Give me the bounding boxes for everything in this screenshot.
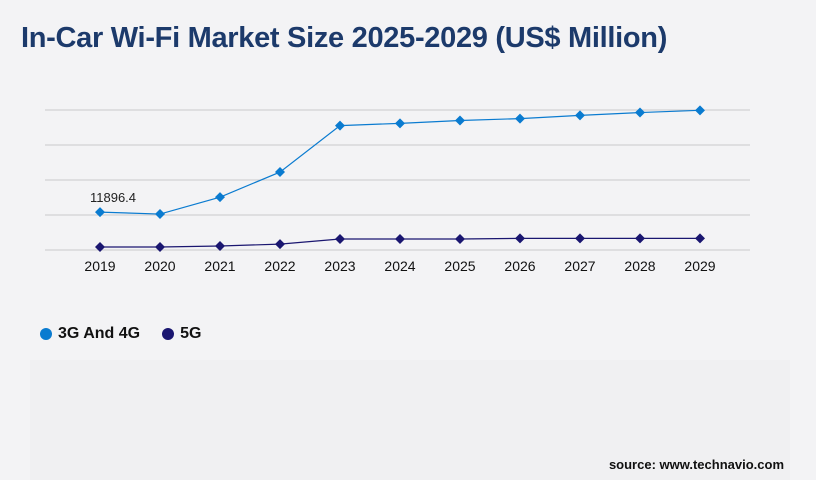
data-point (575, 233, 585, 244)
data-point (155, 209, 165, 220)
data-point (275, 167, 285, 178)
legend-marker-3g-4g (40, 328, 52, 340)
data-point (95, 241, 105, 252)
x-tick-label: 2028 (624, 258, 655, 274)
data-point (395, 234, 405, 245)
legend: 3G And 4G 5G (40, 325, 201, 343)
line-chart: 2019 2020 2021 2022 2023 2024 2025 2026 2027 2028… (45, 105, 750, 274)
x-tick-label: 2024 (384, 258, 415, 274)
data-point (695, 233, 705, 244)
x-tick-label: 2020 (144, 258, 175, 274)
x-tick-label: 2019 (84, 258, 115, 274)
legend-item-3g-4g[interactable]: 3G And 4G (40, 325, 140, 343)
data-point (455, 234, 465, 245)
data-point (95, 207, 105, 218)
data-point (215, 192, 225, 203)
data-point (335, 234, 345, 245)
data-point (515, 233, 525, 244)
source-text: source: www.technavio.com (608, 457, 784, 472)
data-point (635, 233, 645, 244)
chart-title: In-Car Wi-Fi Market Size 2025-2029 (US$ … (21, 22, 668, 54)
data-point (275, 239, 285, 250)
x-tick-label: 2029 (684, 258, 715, 274)
data-point (455, 115, 465, 126)
data-point (695, 105, 705, 116)
data-point (575, 110, 585, 121)
legend-item-5g[interactable]: 5G (162, 325, 201, 343)
x-tick-label: 2025 (444, 258, 475, 274)
data-point (335, 120, 345, 131)
background-panel (30, 360, 790, 480)
legend-marker-5g (162, 328, 175, 340)
x-tick-label: 2023 (324, 258, 355, 274)
x-tick-label: 2026 (504, 258, 535, 274)
x-tick-label: 2021 (204, 258, 235, 274)
data-point (635, 107, 645, 118)
x-tick-label: 2022 (264, 258, 295, 274)
data-point (515, 113, 525, 124)
data-point (215, 241, 225, 252)
data-point (155, 241, 165, 252)
legend-label: 5G (180, 325, 202, 342)
data-label: 11896.4 (90, 190, 136, 205)
x-tick-label: 2027 (564, 258, 595, 274)
data-point (395, 118, 405, 129)
legend-label: 3G And 4G (58, 325, 141, 342)
